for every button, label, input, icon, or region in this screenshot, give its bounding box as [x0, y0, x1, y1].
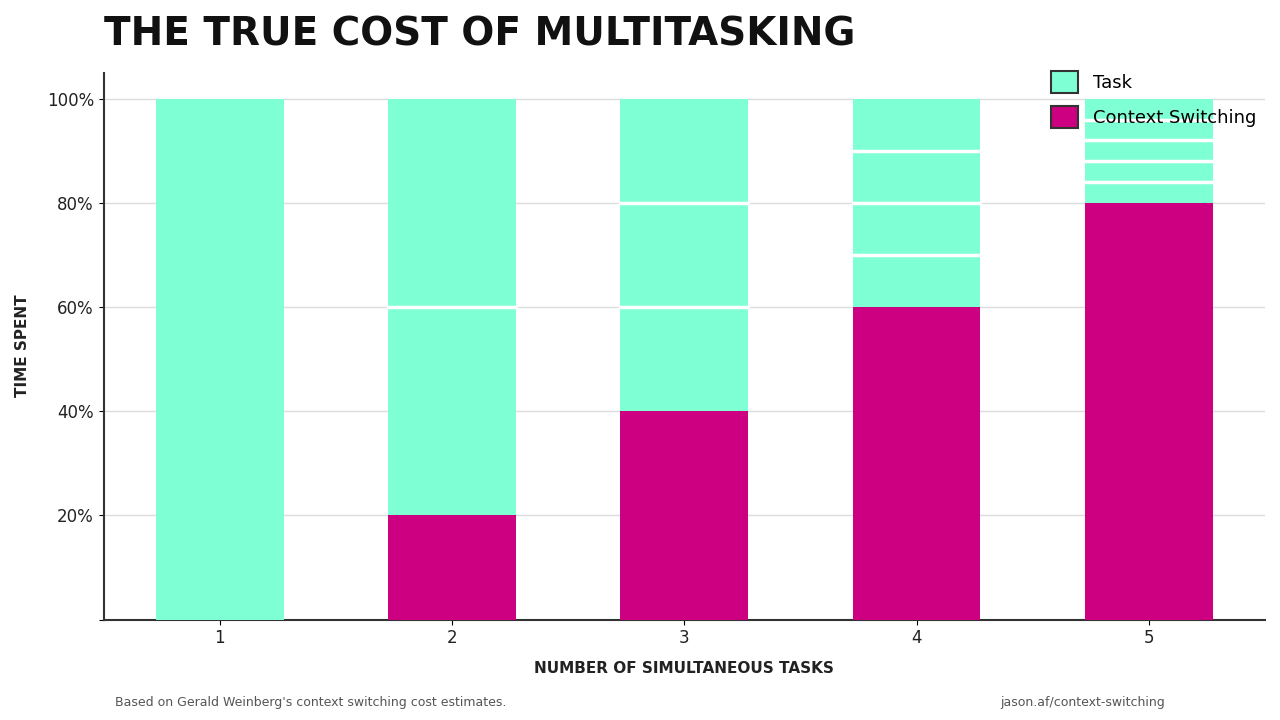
Bar — [388, 99, 516, 516]
Bar — [621, 99, 749, 411]
Bar — [156, 99, 284, 620]
Y-axis label: TIME SPENT: TIME SPENT — [15, 295, 29, 397]
Bar — [852, 307, 980, 620]
Text: Based on Gerald Weinberg's context switching cost estimates.: Based on Gerald Weinberg's context switc… — [115, 696, 507, 708]
Text: THE TRUE COST OF MULTITASKING: THE TRUE COST OF MULTITASKING — [104, 15, 855, 53]
Bar — [621, 411, 749, 620]
X-axis label: NUMBER OF SIMULTANEOUS TASKS: NUMBER OF SIMULTANEOUS TASKS — [534, 661, 835, 676]
Bar — [1085, 203, 1212, 620]
Bar — [852, 99, 980, 307]
Bar — [1085, 99, 1212, 203]
Text: jason.af/context-switching: jason.af/context-switching — [1000, 696, 1165, 708]
Bar — [388, 516, 516, 620]
Legend: Task, Context Switching: Task, Context Switching — [1051, 71, 1256, 127]
